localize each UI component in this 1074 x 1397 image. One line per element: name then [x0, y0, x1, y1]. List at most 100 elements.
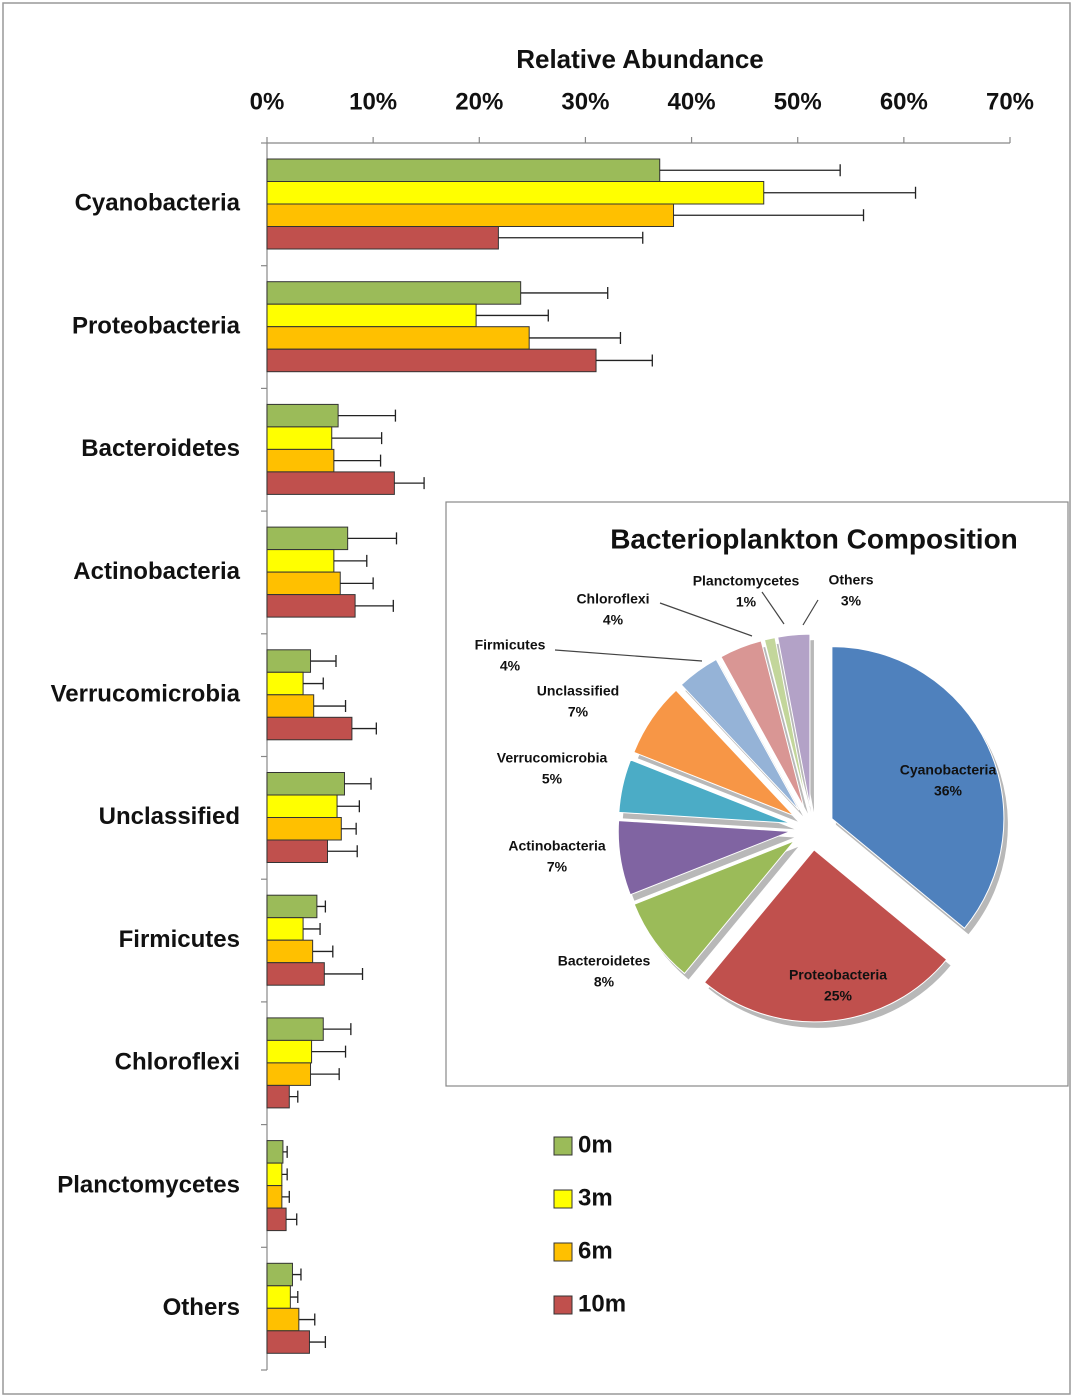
- bar: [266, 226, 499, 250]
- chart-title: Relative Abundance: [516, 44, 764, 74]
- bar: [266, 962, 325, 986]
- bar: [266, 817, 342, 841]
- legend-swatch: [553, 1242, 573, 1262]
- pie-label: Verrucomicrobia: [497, 750, 608, 766]
- bar: [266, 203, 675, 227]
- pie-value-label: 5%: [542, 771, 563, 787]
- pie-slice: [617, 820, 791, 896]
- error-bar: [303, 677, 324, 690]
- pie-value-label: 3%: [841, 593, 862, 609]
- bar: [266, 794, 338, 818]
- error-bar: [596, 354, 653, 367]
- error-bar: [347, 532, 398, 545]
- legend-swatch: [553, 1295, 573, 1315]
- pie-value-label: 8%: [594, 974, 615, 990]
- x-tick-label: 30%: [561, 88, 609, 115]
- legend-swatch: [553, 1189, 573, 1209]
- x-tick-label: 70%: [986, 88, 1034, 115]
- pie-slice: [633, 840, 795, 975]
- error-bar: [312, 945, 334, 958]
- pie-value-label: 4%: [603, 612, 624, 628]
- pie-value-label: 7%: [547, 859, 568, 875]
- pie-slice: [633, 689, 795, 817]
- error-bar: [344, 777, 372, 790]
- pie-value-label: 25%: [824, 988, 853, 1004]
- bar: [266, 281, 522, 305]
- pie-label: Bacteroidetes: [558, 953, 651, 969]
- bar: [266, 1285, 291, 1309]
- error-bar: [337, 800, 360, 813]
- pie-value-label: 36%: [934, 783, 963, 799]
- bar: [266, 1084, 290, 1109]
- bar: [266, 772, 345, 796]
- error-bar: [333, 454, 382, 467]
- error-bar: [327, 845, 358, 858]
- pie-value-label: 4%: [500, 658, 521, 674]
- legend-swatch: [553, 1136, 573, 1156]
- pie-label: Firmicutes: [475, 637, 546, 653]
- pie-label: Unclassified: [537, 683, 619, 699]
- bar: [266, 158, 661, 182]
- error-bar: [289, 1090, 299, 1103]
- bar: [266, 181, 765, 205]
- pie-slice: [703, 849, 948, 1023]
- bar: [266, 671, 304, 696]
- error-bar: [338, 409, 397, 422]
- error-bar: [333, 554, 368, 567]
- pie-slice: [777, 633, 811, 807]
- bar: [266, 526, 349, 551]
- bar: [266, 1330, 310, 1354]
- bar: [266, 1262, 293, 1287]
- y-tick-label: Firmicutes: [119, 926, 240, 953]
- bar: [266, 1140, 284, 1164]
- bar: [266, 348, 597, 373]
- bar: [266, 1162, 283, 1187]
- error-bar: [340, 577, 374, 590]
- legend-label: 6m: [578, 1237, 613, 1264]
- error-bar: [316, 900, 327, 913]
- bar: [266, 694, 315, 718]
- bar: [266, 326, 530, 350]
- error-bar: [310, 1068, 340, 1081]
- pie-slice: [763, 636, 808, 807]
- error-bar: [303, 922, 321, 935]
- error-bar: [529, 331, 622, 344]
- bar: [266, 426, 333, 450]
- error-bar: [394, 477, 425, 490]
- error-bar: [286, 1213, 298, 1226]
- bar: [266, 649, 312, 673]
- x-tick-label: 20%: [455, 88, 503, 115]
- pie-value-label: 7%: [568, 704, 589, 720]
- y-tick-label: Proteobacteria: [72, 312, 241, 339]
- error-bar: [331, 432, 383, 445]
- error-bar: [763, 186, 917, 199]
- error-bar: [292, 1268, 302, 1281]
- error-bar: [351, 722, 377, 735]
- error-bar: [498, 231, 644, 244]
- pie-label: Chloroflexi: [576, 591, 649, 607]
- bar: [266, 939, 314, 964]
- bar: [266, 894, 318, 919]
- bar: [266, 471, 395, 495]
- bar: [266, 1185, 283, 1209]
- error-bar: [311, 1045, 347, 1058]
- y-tick-label: Verrucomicrobia: [51, 680, 241, 707]
- pie-value-label: 1%: [736, 594, 757, 610]
- bar: [266, 917, 304, 941]
- pie-title: Bacterioplankton Composition: [610, 523, 1018, 554]
- error-bar: [290, 1291, 299, 1304]
- error-bar: [355, 599, 394, 612]
- bar: [266, 549, 335, 573]
- bar: [266, 1307, 300, 1332]
- bar: [266, 448, 335, 473]
- legend-label: 10m: [578, 1290, 626, 1317]
- error-bar: [281, 1190, 290, 1203]
- error-bar: [309, 1336, 327, 1349]
- bar: [266, 1039, 313, 1064]
- bar: [266, 594, 356, 618]
- pie-slice: [831, 646, 1005, 929]
- error-bar: [281, 1168, 288, 1181]
- leader-lines: [554, 591, 819, 662]
- y-tick-label: Bacteroidetes: [81, 435, 240, 462]
